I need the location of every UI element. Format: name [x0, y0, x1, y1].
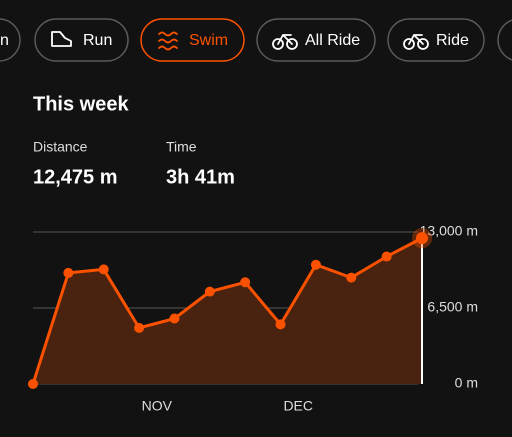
- tab-label[interactable]: Ride: [436, 32, 469, 49]
- bike-icon: [272, 34, 298, 50]
- chart: 0 m 6,500 m 13,000 m NOV DEC: [28, 223, 478, 414]
- run-icon: [51, 31, 72, 47]
- point: [98, 264, 109, 275]
- x-tick-label: DEC: [283, 398, 313, 414]
- point: [169, 313, 180, 324]
- point: [63, 267, 74, 278]
- stat-value: 3h 41m: [166, 166, 235, 188]
- tab-label[interactable]: Swim: [189, 32, 228, 49]
- stat-label: Distance: [33, 139, 88, 155]
- point: [416, 232, 428, 245]
- point: [381, 251, 392, 262]
- y-tick-label: 13,000 m: [420, 223, 478, 239]
- section-title: This week: [33, 93, 129, 115]
- point: [28, 379, 38, 389]
- stat-value: 12,475 m: [33, 166, 118, 188]
- point: [346, 272, 357, 283]
- tab-pill[interactable]: [0, 18, 21, 62]
- area: [33, 238, 422, 384]
- tab-pill[interactable]: [256, 18, 376, 62]
- tab-pill[interactable]: [497, 19, 512, 61]
- tab-pill-active[interactable]: [140, 18, 245, 62]
- stat-label: Time: [166, 139, 197, 155]
- point: [310, 259, 321, 270]
- point: [240, 277, 251, 288]
- tab-label[interactable]: n: [0, 32, 9, 49]
- point: [134, 322, 145, 333]
- swim-icon: [158, 31, 178, 51]
- y-tick-label: 0 m: [455, 375, 478, 391]
- x-tick-label: NOV: [142, 398, 173, 414]
- line: [31, 236, 423, 385]
- bike-icon: [403, 34, 429, 50]
- tab-label[interactable]: Run: [83, 32, 112, 49]
- tab-label[interactable]: All Ride: [305, 32, 360, 49]
- tab-pill[interactable]: [387, 18, 485, 62]
- point: [204, 286, 215, 297]
- point: [275, 319, 286, 330]
- y-tick-label: 6,500 m: [427, 299, 478, 315]
- tab-pill[interactable]: [34, 18, 129, 62]
